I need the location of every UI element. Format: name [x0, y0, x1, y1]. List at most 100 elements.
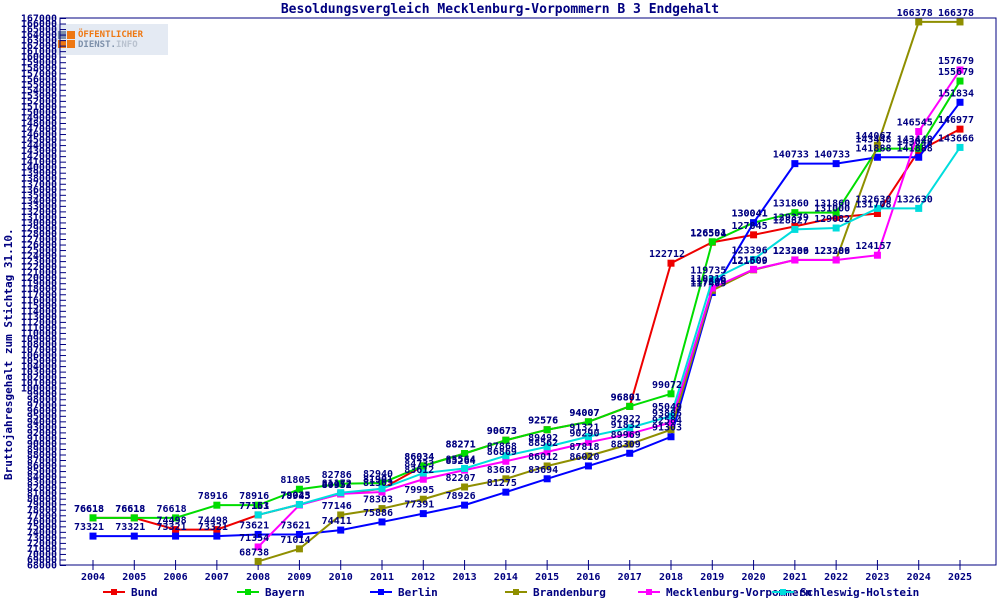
y-tick-label: 92000 [27, 428, 57, 439]
point-value-label: 88271 [446, 439, 476, 450]
y-tick-label: 140000 [21, 163, 57, 174]
point-value-label: 89492 [528, 433, 558, 444]
plot-border [59, 17, 997, 566]
point-value-label: 132630 [897, 194, 933, 205]
data-point-schleswig-holstein [584, 433, 592, 441]
y-tick-label: 163000 [21, 36, 57, 47]
y-tick-label: 69000 [27, 555, 57, 566]
oeffentlicher-dienst-info-logo[interactable]: ÖFFENTLICHER DIENST.INFO [56, 24, 168, 55]
data-point-schleswig-holstein [337, 489, 345, 497]
point-value-label: 96801 [611, 392, 641, 403]
legend-label: Schleswig-Holstein [800, 585, 920, 599]
point-value-label: 73621 [239, 520, 269, 531]
point-value-label: 77163 [239, 501, 269, 512]
y-tick-label: 117000 [21, 290, 57, 301]
legend-item-bund: Bund [103, 585, 158, 599]
y-tick-label: 162000 [21, 41, 57, 52]
y-tick-label: 99000 [27, 389, 57, 400]
point-value-label: 78303 [363, 495, 393, 506]
point-value-label: 79023 [280, 491, 310, 502]
point-value-label: 77151 [239, 501, 269, 512]
y-tick-label: 129000 [21, 223, 57, 234]
data-point-schleswig-holstein [254, 511, 262, 519]
y-tick-label: 94000 [27, 417, 57, 428]
y-tick-label: 76000 [27, 516, 57, 527]
y-tick-label: 106000 [21, 351, 57, 362]
data-point-schleswig-holstein [791, 225, 799, 233]
data-point-berlin [254, 530, 262, 538]
point-value-label: 126504 [690, 228, 726, 239]
data-point-bund [667, 259, 675, 267]
y-tick-label: 139000 [21, 168, 57, 179]
y-tick-label: 130000 [21, 218, 57, 229]
point-value-label: 79045 [280, 490, 310, 501]
y-tick-label: 153000 [21, 91, 57, 102]
y-tick-label: 155000 [21, 80, 57, 91]
y-tick-label: 165000 [21, 25, 57, 36]
point-value-label: 151834 [938, 88, 974, 99]
data-point-berlin [832, 160, 840, 168]
point-value-label: 155679 [938, 67, 974, 78]
point-value-label: 123306 [814, 246, 850, 257]
point-value-label: 73321 [198, 522, 228, 533]
y-tick-label: 135000 [21, 190, 57, 201]
point-value-label: 76618 [157, 504, 187, 515]
point-value-label: 94007 [569, 408, 599, 419]
data-point-brandenburg [337, 511, 345, 519]
data-point-schleswig-holstein [295, 500, 303, 508]
data-point-schleswig-holstein [667, 412, 675, 420]
point-value-label: 88271 [446, 439, 476, 450]
point-value-label: 92584 [652, 416, 682, 427]
y-tick-label: 125000 [21, 246, 57, 257]
point-value-label: 81172 [322, 479, 352, 490]
data-point-schleswig-holstein [750, 255, 758, 263]
point-value-label: 140733 [773, 150, 809, 161]
data-point-schleswig-holstein [873, 204, 881, 212]
y-tick-label: 74000 [27, 527, 57, 538]
point-value-label: 89969 [611, 430, 641, 441]
y-tick-label: 149000 [21, 113, 57, 124]
data-point-bayern [172, 514, 180, 522]
y-tick-label: 83000 [27, 478, 57, 489]
y-tick-label: 80000 [27, 494, 57, 505]
point-value-label: 140733 [814, 150, 850, 161]
legend-label: Bayern [265, 585, 305, 599]
point-value-label: 91832 [611, 420, 641, 431]
data-point-mecklenburg-vorpommern [254, 543, 262, 551]
point-value-label: 76618 [74, 504, 104, 515]
point-value-label: 141888 [855, 143, 891, 154]
y-tick-label: 114000 [21, 306, 57, 317]
point-value-label: 95049 [652, 402, 682, 413]
point-value-label: 71014 [280, 535, 310, 546]
point-value-label: 122712 [649, 249, 685, 260]
x-tick-label-2017: 2017 [618, 572, 642, 583]
legend-marker-icon [638, 588, 660, 596]
data-point-brandenburg [584, 452, 592, 460]
y-tick-label: 75000 [27, 522, 57, 533]
point-value-label: 117809 [690, 276, 726, 287]
series-line-bund [93, 128, 961, 531]
point-value-label: 91303 [652, 423, 682, 434]
data-point-bayern [708, 238, 716, 246]
point-value-label: 81275 [487, 478, 517, 489]
y-tick-label: 148000 [21, 118, 57, 129]
x-tick-label-2019: 2019 [700, 572, 724, 583]
y-tick-label: 84000 [27, 472, 57, 483]
y-tick-label: 128000 [21, 229, 57, 240]
point-value-label: 130041 [732, 209, 768, 220]
data-point-brandenburg [378, 505, 386, 513]
y-tick-label: 122000 [21, 262, 57, 273]
data-point-bayern [791, 209, 799, 217]
point-value-label: 86869 [487, 447, 517, 458]
x-tick-label-2004: 2004 [81, 572, 105, 583]
data-point-berlin [89, 532, 97, 540]
logo-line2: DIENST.INFO [78, 39, 138, 50]
point-value-label: 130041 [732, 209, 768, 220]
y-tick-label: 124000 [21, 251, 57, 262]
y-tick-label: 68000 [27, 561, 57, 572]
y-tick-label: 146000 [21, 130, 57, 141]
data-point-bayern [584, 418, 592, 426]
data-point-mecklenburg-vorpommern [708, 284, 716, 292]
data-point-brandenburg [626, 440, 634, 448]
legend-label: Bund [131, 585, 158, 599]
